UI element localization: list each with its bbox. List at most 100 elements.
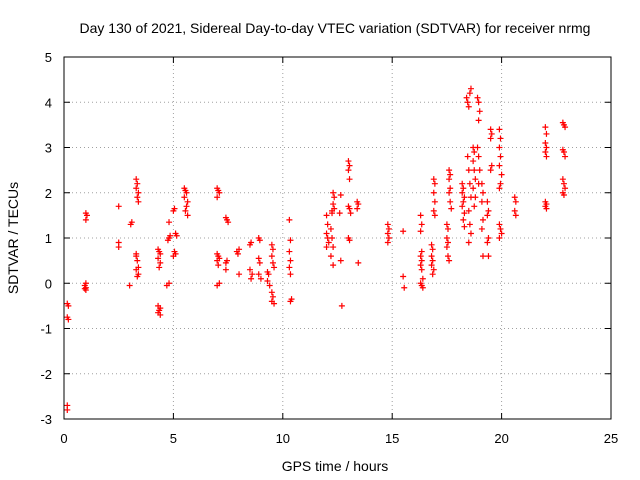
data-point-marker	[470, 158, 477, 165]
data-point-marker	[480, 253, 487, 260]
data-point-marker	[496, 126, 503, 133]
data-point-marker	[115, 239, 122, 246]
data-point-marker	[472, 194, 479, 201]
data-point-marker	[157, 311, 164, 318]
data-point-marker	[164, 237, 171, 244]
data-point-marker	[418, 266, 425, 273]
data-point-marker	[346, 237, 353, 244]
data-point-marker	[467, 230, 474, 237]
data-point-marker	[331, 194, 338, 201]
x-tick-label: 25	[604, 431, 618, 446]
data-point-marker	[419, 284, 426, 291]
data-point-marker	[64, 406, 71, 413]
data-point-marker	[562, 185, 569, 192]
data-point-marker	[418, 248, 425, 255]
data-point-marker	[337, 192, 344, 199]
data-point-marker	[234, 250, 241, 257]
data-point-marker	[184, 198, 191, 205]
data-point-marker	[167, 232, 174, 239]
data-point-marker	[134, 194, 141, 201]
data-point-marker	[82, 216, 89, 223]
y-tick-label: 4	[45, 95, 52, 110]
data-point-marker	[225, 219, 232, 226]
data-point-marker	[443, 244, 450, 251]
data-point-marker	[115, 203, 122, 210]
data-point-marker	[166, 219, 173, 226]
data-point-marker	[286, 216, 293, 223]
data-point-marker	[471, 167, 478, 174]
data-point-marker	[338, 302, 345, 309]
data-point-marker	[475, 153, 482, 160]
x-axis-ticks: 0 5 10 15 20 25	[60, 57, 618, 446]
data-point-marker	[346, 162, 353, 169]
data-point-marker	[417, 228, 424, 235]
data-point-marker	[287, 271, 294, 278]
data-point-marker	[82, 287, 89, 294]
data-point-marker	[345, 167, 352, 174]
data-point-marker	[184, 212, 191, 219]
data-point-marker	[330, 244, 337, 251]
data-point-marker	[65, 316, 72, 323]
data-point-marker	[431, 198, 438, 205]
data-point-marker	[385, 235, 392, 241]
data-point-marker	[256, 237, 263, 244]
data-point-marker	[487, 167, 494, 174]
y-tick-label: 5	[45, 50, 52, 65]
data-point-marker	[446, 167, 453, 174]
data-point-marker	[461, 210, 468, 217]
data-point-marker	[466, 180, 473, 187]
data-point-marker	[460, 216, 467, 223]
data-point-marker	[236, 246, 243, 253]
x-axis-label: GPS time / hours	[282, 458, 389, 474]
data-point-marker	[496, 185, 503, 192]
data-point-marker	[419, 275, 426, 282]
data-point-marker	[511, 207, 518, 214]
data-point-marker	[345, 158, 352, 165]
data-point-marker	[467, 85, 474, 92]
data-point-marker	[323, 244, 330, 251]
data-point-marker	[560, 149, 567, 156]
data-point-marker	[543, 130, 550, 137]
data-point-marker	[401, 284, 408, 291]
data-point-marker	[497, 153, 504, 160]
data-point-marker	[444, 225, 451, 232]
data-point-marker	[287, 237, 294, 244]
x-tick-label: 15	[385, 431, 399, 446]
data-point-marker	[484, 239, 491, 246]
y-tick-label: 0	[45, 276, 52, 291]
data-point-marker	[331, 205, 338, 212]
data-point-marker	[134, 257, 141, 264]
x-tick-label: 20	[494, 431, 508, 446]
data-point-marker	[249, 271, 256, 278]
data-point-marker	[269, 293, 276, 300]
data-point-marker	[222, 266, 229, 273]
plot-frame	[63, 56, 612, 420]
data-point-marker	[429, 271, 436, 278]
data-point-marker	[459, 203, 466, 210]
data-point-marker	[323, 212, 330, 219]
data-point-marker	[485, 207, 492, 214]
data-point-marker	[431, 212, 438, 219]
data-point-marker	[478, 180, 485, 187]
data-point-marker	[126, 282, 133, 289]
data-point-marker	[471, 149, 478, 156]
data-point-marker	[476, 167, 483, 174]
data-point-marker	[446, 176, 453, 183]
data-point-marker	[271, 300, 278, 307]
data-point-marker	[183, 189, 190, 196]
data-point-marker	[428, 241, 435, 248]
data-point-marker	[460, 185, 467, 192]
data-point-marker	[255, 255, 262, 262]
data-point-marker	[428, 253, 435, 260]
data-point-marker	[476, 108, 483, 115]
data-point-marker	[465, 239, 472, 246]
data-point-marker	[511, 194, 518, 201]
x-tick-label: 10	[276, 431, 290, 446]
data-point-marker	[286, 248, 293, 255]
data-point-marker	[271, 264, 278, 271]
data-point-marker	[355, 259, 362, 266]
x-tick-label: 0	[60, 431, 67, 446]
data-point-marker	[65, 302, 72, 309]
data-point-marker	[448, 205, 455, 212]
